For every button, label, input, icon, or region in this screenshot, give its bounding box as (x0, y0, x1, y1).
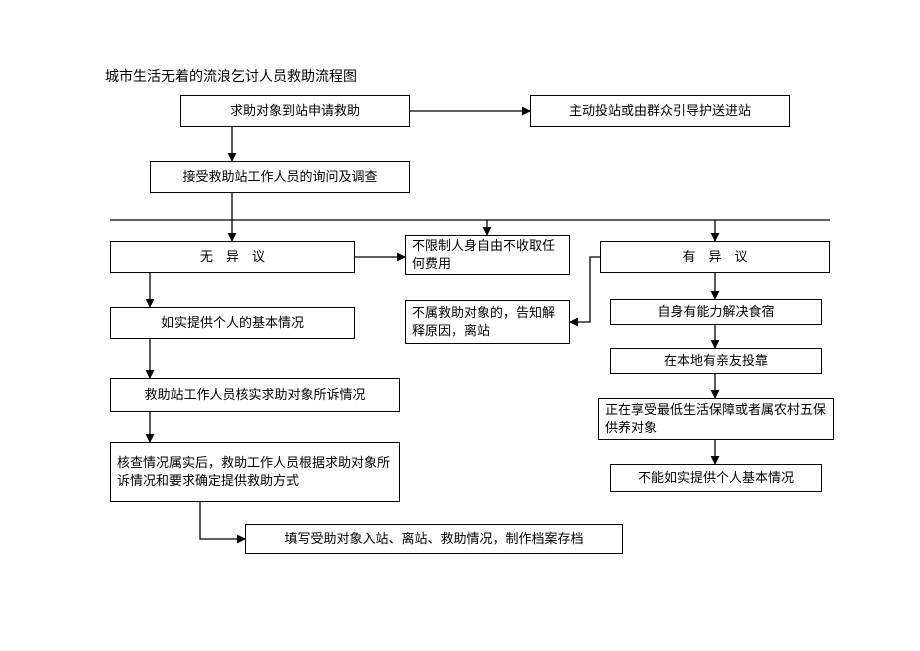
edge-n6-n8 (570, 257, 600, 322)
chart-title: 城市生活无着的流浪乞讨人员救助流程图 (105, 66, 357, 86)
node-n9: 自身有能力解决食宿 (610, 299, 822, 325)
node-n4: 无 异 议 (110, 241, 355, 273)
node-n7: 如实提供个人的基本情况 (110, 307, 355, 339)
node-n6: 有 异 议 (600, 241, 830, 273)
node-n5: 不限制人身自由不收取任何费用 (405, 235, 570, 275)
node-n15: 填写受助对象入站、离站、救助情况，制作档案存档 (245, 524, 623, 554)
node-n2: 主动投站或由群众引导护送进站 (530, 95, 790, 127)
node-n11: 救助站工作人员核实求助对象所诉情况 (110, 378, 400, 412)
node-n8: 不属救助对象的，告知解释原因，离站 (405, 300, 570, 344)
flowchart-canvas: 城市生活无着的流浪乞讨人员救助流程图 求助对象到站申请救助 主动投站或由群众引导护… (0, 0, 920, 651)
node-n13: 核查情况属实后，救助工作人员根据求助对象所诉情况和要求确定提供救助方式 (110, 442, 400, 502)
node-n10: 在本地有亲友投靠 (610, 348, 822, 374)
node-n3: 接受救助站工作人员的询问及调查 (150, 161, 410, 193)
node-n12: 正在享受最低生活保障或者属农村五保供养对象 (598, 398, 834, 440)
edge-n13-n15 (200, 502, 245, 539)
node-n14: 不能如实提供个人基本情况 (610, 464, 822, 492)
node-n1: 求助对象到站申请救助 (180, 95, 410, 127)
